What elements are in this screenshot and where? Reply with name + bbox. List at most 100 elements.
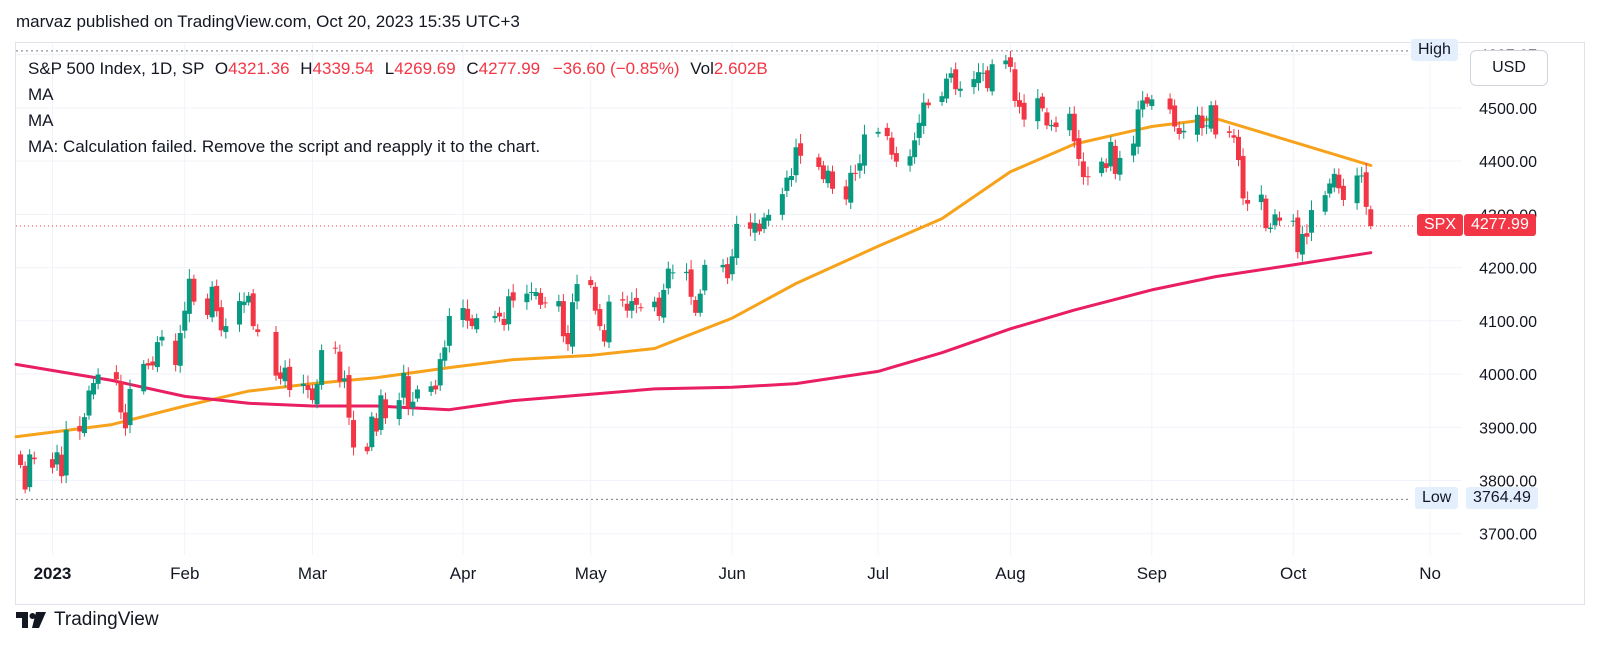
candle-body: [91, 383, 97, 395]
candle-body: [538, 292, 544, 305]
brand-name[interactable]: TradingView: [54, 609, 159, 630]
candle-body: [985, 70, 991, 89]
candle-body: [528, 292, 534, 294]
candle-body: [734, 223, 740, 258]
candle-body: [49, 459, 55, 468]
ma-line-2: [14, 251, 1373, 412]
candle-body: [278, 372, 284, 379]
candle-body: [533, 292, 539, 297]
candle-body: [159, 336, 165, 341]
candle-body: [688, 269, 694, 297]
indicator-ma-1[interactable]: MA: [28, 85, 54, 104]
change-value: −36.60 (−0.85%): [552, 59, 680, 78]
candle-body: [702, 264, 708, 291]
candle-body: [652, 301, 658, 308]
candle-body: [1295, 217, 1301, 253]
time-axis[interactable]: 2023 Feb Mar Apr May Jun Jul Aug Sep Oct No: [34, 564, 1441, 583]
candle-body: [1226, 131, 1232, 133]
candle-body: [255, 329, 261, 332]
candle-body: [237, 301, 243, 325]
low-price-tag: 3764.49: [1466, 487, 1538, 510]
tradingview-logo-icon[interactable]: [16, 612, 46, 628]
candle-body: [1308, 210, 1314, 233]
indicator-ma-2[interactable]: MA: [28, 111, 54, 130]
candle-body: [446, 316, 452, 346]
candle-body: [574, 284, 580, 302]
candle-body: [1067, 113, 1073, 131]
candle-body: [1331, 173, 1337, 188]
candle-body: [401, 372, 407, 398]
candle-body: [633, 297, 639, 305]
candle-body: [1021, 102, 1027, 120]
candle-body: [287, 366, 293, 390]
candle-body: [957, 88, 963, 91]
candle-body: [1131, 143, 1137, 156]
legend: S&P 500 Index, 1D, SP O4321.36 H4339.54 …: [28, 56, 768, 160]
candle-body: [570, 302, 576, 347]
candle-body: [953, 69, 959, 90]
y-tick-label: 3700.00: [1479, 527, 1537, 544]
candle-body: [506, 296, 512, 325]
y-tick-label: 3900.00: [1479, 420, 1537, 437]
candle-body: [177, 333, 183, 366]
currency-button[interactable]: USD: [1470, 50, 1548, 86]
candle-body: [474, 318, 480, 330]
candle-body: [948, 73, 954, 78]
candle-body: [793, 147, 799, 176]
candle-body: [309, 388, 315, 401]
candle-body: [378, 395, 384, 430]
candle-body: [939, 96, 945, 103]
candle-body: [1213, 105, 1219, 135]
candle-body: [346, 375, 352, 418]
candle-body: [113, 372, 119, 380]
candle-body: [629, 301, 635, 311]
candle-body: [556, 301, 562, 307]
volume-value: 2.602B: [713, 59, 768, 78]
candle-body: [638, 307, 644, 309]
candle-body: [497, 312, 503, 317]
legend-symbol-row[interactable]: S&P 500 Index, 1D, SP O4321.36 H4339.54 …: [28, 56, 768, 82]
indicator-ma-error[interactable]: MA: Calculation failed. Remove the scrip…: [28, 137, 541, 156]
candle-body: [173, 340, 179, 365]
candle-body: [752, 222, 758, 233]
candle-body: [1277, 217, 1283, 221]
x-tick-label: 2023: [34, 564, 72, 583]
candle-body: [670, 272, 676, 274]
x-tick-label: Jun: [718, 564, 745, 583]
candle-body: [1003, 60, 1009, 65]
candle-body: [1017, 100, 1023, 107]
price-axis[interactable]: 3700.00 3800.00 3900.00 4000.00 4100.00 4200.…: [1479, 48, 1537, 544]
candle-body: [588, 280, 594, 286]
last-price-tag: 4277.99: [1464, 214, 1536, 237]
candle-body: [154, 342, 160, 368]
candle-body: [684, 271, 690, 274]
candle-body: [1263, 198, 1269, 229]
candle-body: [757, 223, 763, 232]
candle-body: [766, 214, 772, 221]
candle-body: [27, 454, 33, 488]
candle-body: [396, 400, 402, 419]
candle-body: [761, 217, 767, 229]
volume-label: Vol: [690, 59, 714, 78]
candle-body: [1135, 109, 1141, 147]
x-tick-label: Mar: [298, 564, 328, 583]
candle-body: [779, 194, 785, 215]
symbol-name[interactable]: S&P 500 Index, 1D, SP: [28, 59, 205, 78]
y-tick-label: 3800.00: [1479, 473, 1537, 490]
candle-body: [410, 401, 416, 408]
candle-body: [1167, 98, 1173, 110]
candle-body: [820, 165, 826, 180]
candle-body: [1117, 157, 1123, 175]
candle-body: [118, 382, 124, 413]
high-value: 4339.54: [312, 59, 374, 78]
candle-body: [223, 326, 229, 332]
candle-body: [510, 292, 516, 301]
candle-body: [916, 122, 922, 138]
x-tick-label: Sep: [1137, 564, 1167, 583]
candle-body: [1076, 138, 1082, 159]
candle-body: [218, 307, 224, 331]
candle-body: [1304, 233, 1310, 237]
candle-body: [1039, 96, 1045, 109]
candle-body: [214, 285, 220, 312]
